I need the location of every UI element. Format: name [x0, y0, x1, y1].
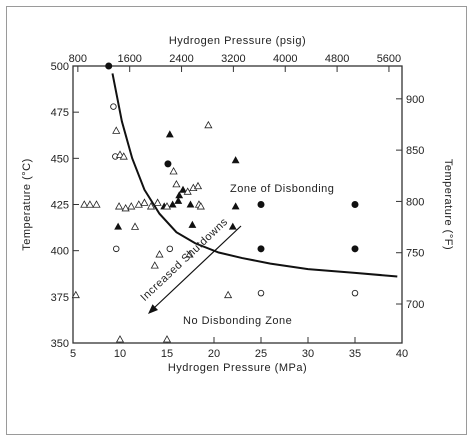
filled-triangle-point — [114, 222, 123, 230]
open-triangle-point — [71, 290, 80, 299]
open-triangle-point — [119, 152, 128, 160]
open-triangle-point — [196, 202, 205, 210]
right-axis-ticks: 700 750 800 850 900 — [396, 94, 424, 311]
open-triangle-point — [114, 202, 124, 210]
open-triangle-point — [130, 222, 140, 230]
right-tick-label: 850 — [406, 145, 424, 157]
open-triangle-point — [224, 290, 233, 299]
filled-circle-point — [257, 201, 265, 208]
disbonding-boundary-curve — [111, 73, 398, 278]
open-triangle-point — [146, 202, 156, 210]
bottom-axis-title: Hydrogen Pressure (MPa) — [168, 362, 307, 374]
bottom-tick-label: 5 — [70, 348, 76, 360]
top-tick-label: 1600 — [117, 53, 141, 65]
bottom-tick-label: 35 — [349, 348, 361, 360]
open-triangle-point — [115, 150, 125, 158]
left-axis-ticks: 350 375 400 425 450 475 500 — [51, 61, 79, 350]
filled-triangle-point — [231, 202, 240, 210]
top-tick-label: 5600 — [377, 53, 401, 65]
filled-circle-point — [164, 160, 172, 168]
open-triangle-point — [140, 198, 149, 206]
open-circle-point — [110, 103, 117, 110]
filled-triangle-point — [175, 191, 184, 199]
open-triangle-point — [134, 200, 143, 208]
bottom-tick-label: 40 — [396, 348, 408, 360]
zone-of-disbonding-label: Zone of Disbonding — [230, 183, 334, 195]
filled-triangle-point — [186, 200, 195, 208]
bottom-tick-label: 25 — [255, 348, 267, 360]
top-tick-label: 4000 — [273, 53, 297, 65]
open-triangle-point — [204, 120, 213, 129]
open-triangle-point — [183, 187, 192, 195]
left-tick-label: 475 — [51, 107, 69, 119]
right-tick-label: 700 — [406, 299, 424, 311]
filled-triangle-point — [231, 156, 240, 164]
open-triangle-point — [112, 126, 121, 134]
open-circle-point — [112, 245, 120, 253]
no-disbonding-zone-label: No Disbonding Zone — [183, 315, 292, 327]
filled-triangle-point — [165, 130, 174, 138]
top-tick-label: 800 — [69, 53, 87, 65]
filled-circle-point — [351, 245, 359, 253]
data-markers — [71, 62, 359, 343]
open-triangle-point — [169, 167, 178, 175]
left-tick-label: 400 — [51, 246, 69, 258]
top-axis-title: Hydrogen Pressure (psig) — [169, 35, 306, 47]
increased-shutdowns-label: Increased Shutdowns — [138, 216, 230, 304]
left-axis-title: Temperature (°C) — [21, 158, 33, 250]
filled-circle-point — [257, 245, 265, 253]
filled-triangle-point — [228, 222, 237, 230]
open-triangle-point — [153, 198, 162, 206]
open-triangle-point — [115, 335, 125, 343]
right-tick-label: 800 — [406, 196, 424, 208]
left-tick-label: 350 — [51, 338, 69, 350]
filled-triangle-point — [188, 220, 197, 228]
bottom-axis-ticks: 5 10 15 20 25 30 35 40 — [70, 337, 408, 360]
arrowhead-icon — [148, 304, 159, 314]
filled-triangle-point — [179, 185, 187, 193]
open-triangle-point — [85, 200, 94, 208]
open-triangle-point — [80, 200, 89, 208]
left-tick-label: 450 — [51, 153, 69, 165]
open-triangle-point — [162, 335, 172, 343]
left-tick-label: 500 — [51, 61, 69, 73]
open-triangle-point — [127, 202, 136, 210]
filled-triangle-point — [174, 196, 183, 204]
top-tick-label: 3200 — [221, 53, 245, 65]
right-tick-label: 900 — [406, 94, 424, 106]
bottom-tick-label: 15 — [161, 348, 173, 360]
open-triangle-point — [92, 200, 101, 208]
top-tick-label: 4800 — [325, 53, 349, 65]
open-triangle-point — [193, 181, 203, 190]
increased-shutdowns-arrow — [153, 225, 242, 309]
filled-circle-point — [105, 62, 113, 70]
bottom-tick-label: 30 — [302, 348, 314, 360]
open-circle-point — [351, 289, 359, 297]
left-tick-label: 425 — [51, 200, 69, 212]
right-tick-label: 750 — [406, 248, 424, 260]
open-triangle-point — [155, 250, 164, 258]
open-triangle-point — [172, 179, 181, 188]
figure-frame — [6, 6, 467, 435]
open-circle-point — [166, 245, 174, 253]
filled-triangle-point — [168, 200, 177, 208]
bottom-tick-label: 10 — [114, 348, 126, 360]
left-tick-label: 375 — [51, 292, 69, 304]
open-triangle-point — [150, 261, 159, 269]
open-triangle-point — [185, 250, 194, 258]
right-axis-title: Temperature (°F) — [442, 159, 454, 250]
open-triangle-point — [162, 202, 172, 210]
bottom-tick-label: 20 — [208, 348, 220, 360]
top-axis-ticks: 800 1600 2400 3200 4000 4800 5600 — [69, 53, 401, 72]
filled-circle-point — [351, 201, 359, 208]
open-circle-point — [257, 289, 265, 297]
top-tick-label: 2400 — [169, 53, 193, 65]
open-triangle-point — [121, 203, 130, 212]
